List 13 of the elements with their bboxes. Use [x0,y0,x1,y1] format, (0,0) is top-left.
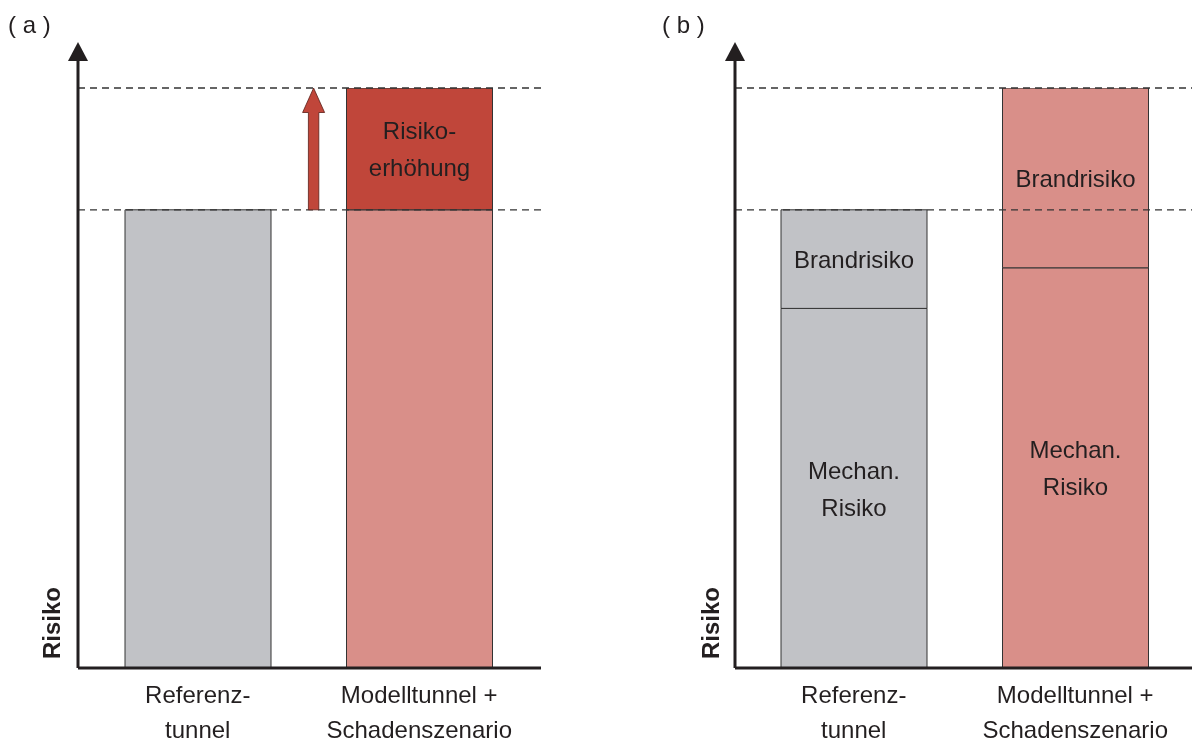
x-tick-label: Modelltunnel + Schadenszenario [982,681,1168,743]
x-tick-label: Referenz- tunnel [801,681,907,743]
series-label: Risiko- erhöhung [368,117,471,182]
text: Brandrisiko [1015,164,1136,192]
y-axis-title: Risiko [38,586,65,660]
x-tick-label: Modelltunnel + Schadenszenario [326,681,512,743]
y-axis-title: Risiko [697,586,724,660]
series-label: Mechan. Risiko [807,456,901,521]
chart-title: ( a ) [8,11,51,38]
series-label: Brandrisiko [793,246,915,274]
text: Mechan. Risiko [1029,436,1122,501]
x-tick-label: Referenz- tunnel [145,681,251,743]
chart-title: ( b ) [662,11,705,38]
